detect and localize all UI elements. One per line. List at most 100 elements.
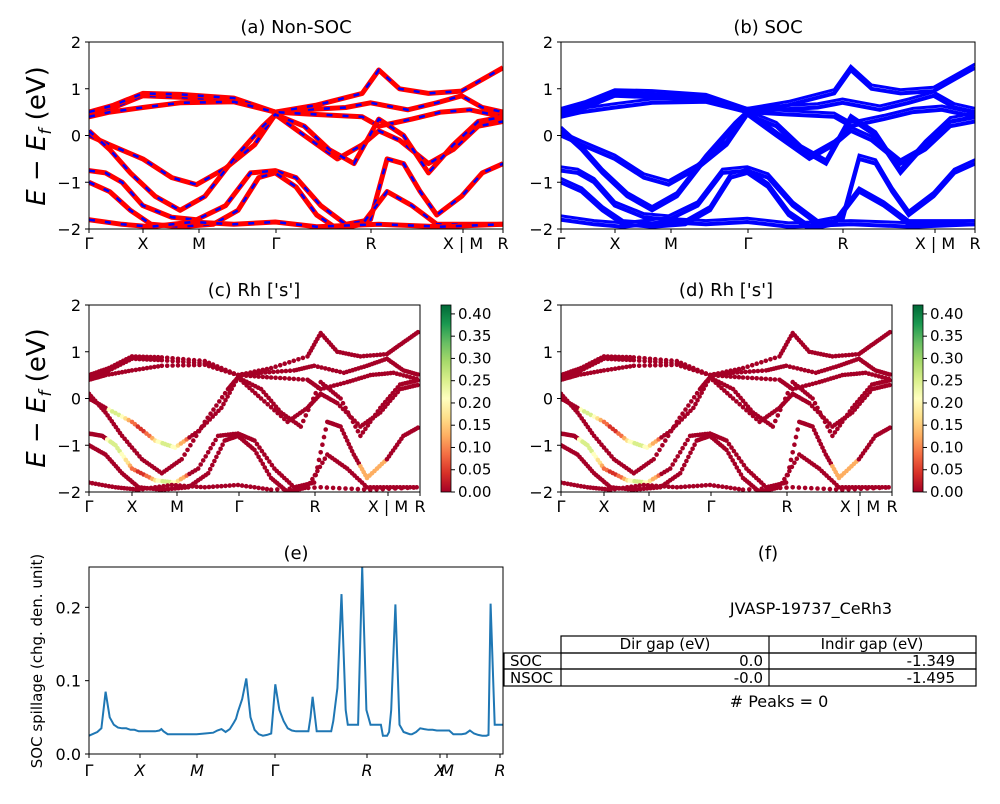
projection-point	[223, 483, 228, 489]
x-tick-label: M	[192, 234, 206, 253]
projection-point	[792, 460, 797, 466]
projection-point	[726, 451, 731, 456]
projection-point	[291, 376, 297, 382]
x-tick-label: R	[494, 761, 505, 780]
y-tick-label: 1	[543, 80, 553, 99]
projection-point	[601, 354, 607, 359]
panel-f-title: (f)	[758, 543, 778, 564]
projection-point	[751, 369, 757, 374]
axes-frame	[88, 566, 504, 755]
projection-point	[772, 355, 778, 361]
x-tick-label: Γ	[235, 497, 244, 516]
projection-point	[215, 484, 220, 489]
y-tick-label: 2	[71, 296, 81, 315]
projection-point	[219, 405, 224, 411]
x-tick-label: R	[414, 497, 425, 516]
projection-point	[415, 372, 420, 377]
projection-point	[275, 369, 281, 374]
y-tick-label: −2	[57, 483, 81, 502]
x-tick-label: X	[434, 761, 447, 780]
colorbar-tick-label: 0.30	[458, 349, 491, 367]
y-tick-label: 0.1	[56, 672, 81, 691]
colorbar-tick-label: 0.10	[458, 438, 491, 456]
projection-point	[170, 363, 175, 368]
x-tick-label: Γ	[557, 497, 566, 516]
projection-point	[273, 364, 278, 370]
projection-point	[169, 482, 175, 488]
projection-point	[846, 487, 851, 492]
projection-point	[759, 368, 765, 374]
projection-point	[678, 484, 684, 490]
x-tick-label: X	[138, 234, 149, 253]
projection-point	[219, 483, 224, 489]
projection-point	[208, 445, 213, 451]
projection-point	[763, 376, 769, 382]
projection-point	[821, 448, 827, 454]
projection-point	[674, 358, 680, 364]
projection-point	[827, 428, 833, 434]
projection-point	[691, 405, 696, 411]
projection-point	[411, 485, 417, 490]
projection-point	[343, 405, 348, 411]
x-tick-label: M	[190, 761, 204, 780]
x-tick-label: R	[361, 761, 372, 780]
x-tick-label: X | M	[915, 234, 955, 253]
projection-point	[264, 468, 270, 474]
projection-point	[620, 354, 625, 360]
projection-point	[877, 485, 882, 491]
axes-frame	[88, 41, 504, 230]
band-line	[89, 66, 503, 114]
projection-point	[675, 454, 680, 459]
projection-point	[734, 452, 739, 457]
projection-point	[148, 354, 153, 360]
projection-point	[830, 354, 835, 359]
projection-point	[725, 390, 730, 396]
projection-point	[741, 462, 747, 468]
projection-point	[817, 410, 823, 415]
projection-point	[364, 353, 370, 359]
panel-a-title: (a) Non-SOC	[240, 17, 351, 38]
y-tick-label: 2	[543, 33, 553, 52]
table-cell-indir: -1.349	[907, 652, 955, 670]
projection-point	[186, 362, 191, 368]
projection-point	[330, 367, 336, 373]
projection-point	[315, 468, 320, 474]
projection-point	[282, 361, 288, 367]
projection-point	[368, 487, 373, 492]
projection-point	[642, 356, 647, 361]
x-tick-label: X	[599, 497, 610, 516]
projection-point	[795, 427, 800, 432]
spillage-ylabel: SOC spillage (chg. den. unit)	[28, 554, 46, 769]
band-line	[561, 153, 975, 223]
projection-point	[323, 366, 328, 371]
projection-point	[787, 364, 793, 370]
band-line	[561, 65, 975, 115]
projection-point	[641, 482, 647, 488]
projection-point	[724, 438, 729, 443]
projection-point	[663, 438, 668, 443]
projection-point	[386, 486, 392, 492]
colorbar-tick-label: 0.25	[458, 372, 491, 390]
projection-point	[296, 376, 301, 382]
projection-point	[312, 472, 318, 478]
projection-point	[287, 376, 292, 381]
projection-point	[840, 353, 845, 358]
projection-point	[759, 486, 764, 492]
projection-point	[248, 373, 253, 379]
projection-point	[616, 365, 622, 371]
projection-point	[612, 486, 618, 492]
projection-point	[744, 407, 749, 413]
projection-point	[205, 415, 210, 421]
y-tick-label: −1	[529, 436, 553, 455]
projection-point	[730, 458, 735, 463]
projection-point	[677, 471, 683, 476]
projection-point	[745, 364, 750, 370]
band-line	[561, 99, 975, 129]
projection-point	[616, 354, 622, 360]
projection-point	[316, 457, 322, 463]
projection-point	[697, 394, 702, 399]
projection-point	[638, 486, 643, 492]
projection-point	[658, 362, 663, 368]
projection-point	[680, 411, 685, 417]
